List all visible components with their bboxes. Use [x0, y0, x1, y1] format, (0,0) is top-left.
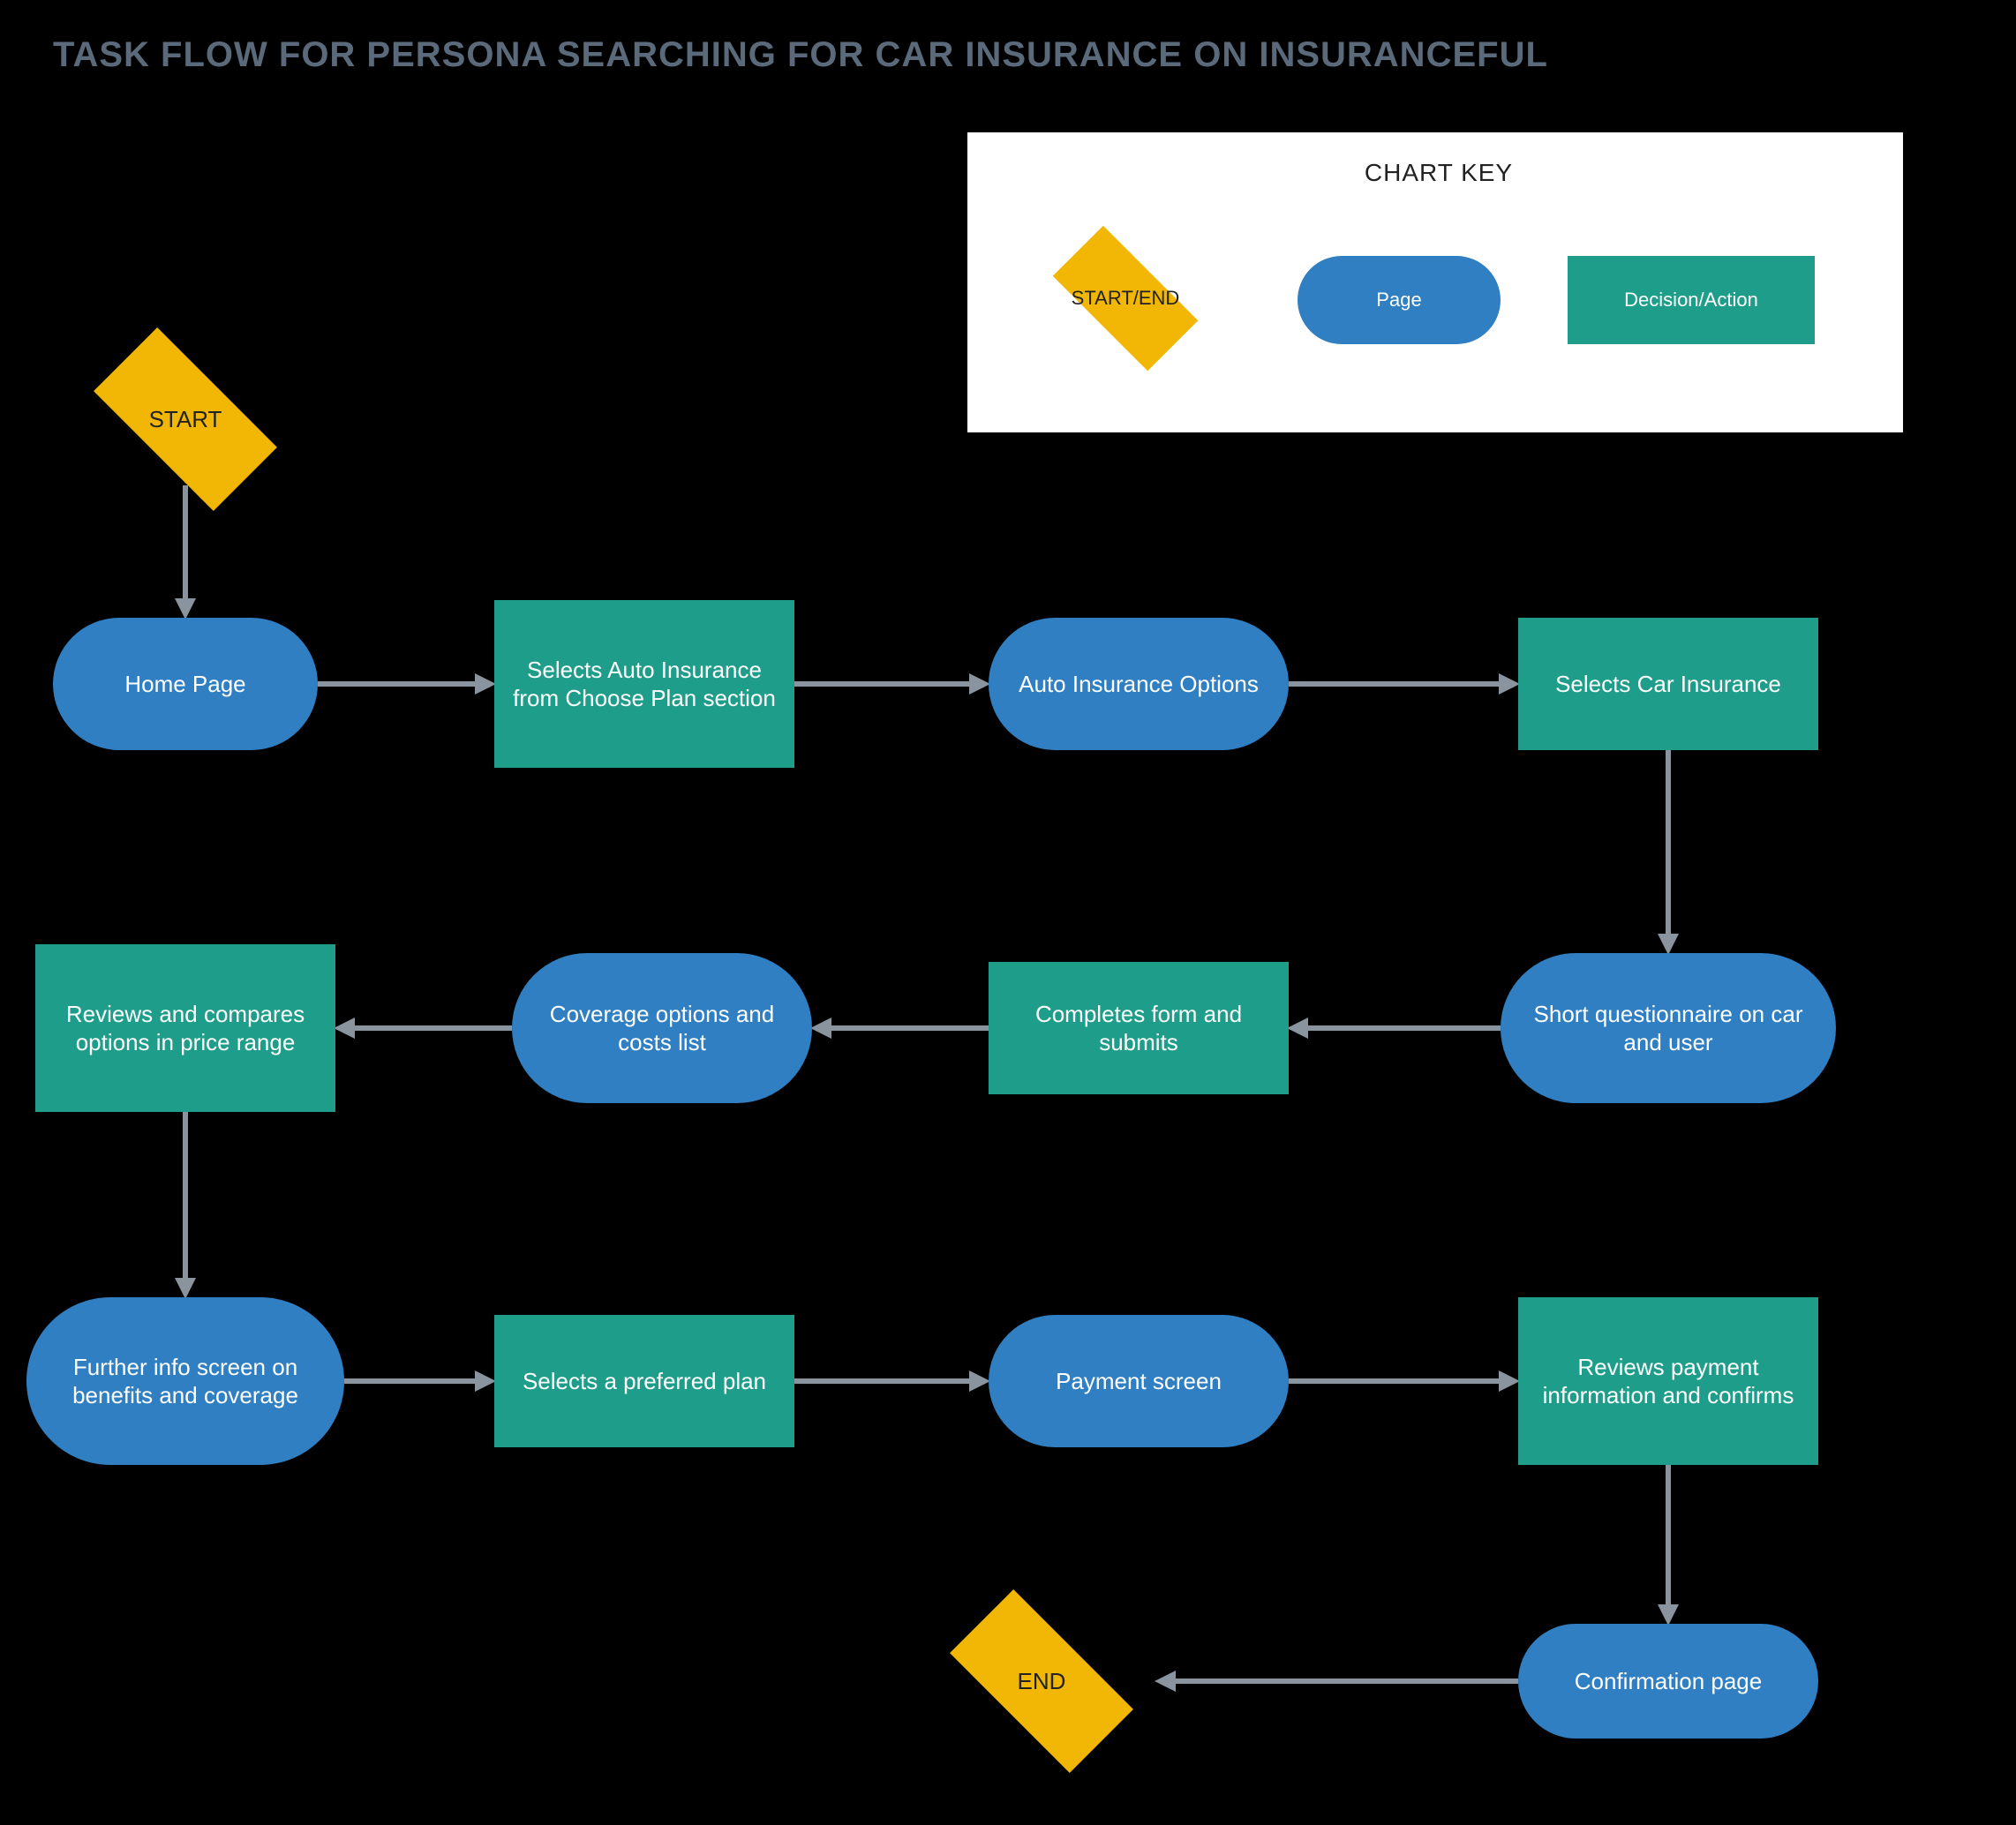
node-home: Home Page [53, 618, 318, 750]
node-cov: Coverage options and costs list [512, 953, 812, 1103]
node-label-review: Reviews and compares options in price ra… [53, 1000, 318, 1057]
node-label-sel-auto: Selects Auto Insurance from Choose Plan … [512, 656, 777, 713]
node-info: Further info screen on benefits and cove… [26, 1297, 344, 1465]
node-start: START [71, 344, 300, 494]
node-label-sel-plan: Selects a preferred plan [523, 1367, 766, 1396]
node-label-info: Further info screen on benefits and cove… [44, 1353, 327, 1410]
node-lg-page: Page [1298, 256, 1501, 344]
node-label-conf-page: Confirmation page [1575, 1667, 1762, 1696]
node-sel-car: Selects Car Insurance [1518, 618, 1818, 750]
node-label-start: START [71, 344, 300, 494]
node-confirm-pay: Reviews payment information and confirms [1518, 1297, 1818, 1465]
node-label-lg-page: Page [1376, 288, 1421, 312]
node-lg-start: START/END [1024, 245, 1227, 351]
node-form: Completes form and submits [989, 962, 1289, 1094]
node-review: Reviews and compares options in price ra… [35, 944, 335, 1112]
node-label-quest: Short questionnaire on car and user [1518, 1000, 1818, 1057]
node-sel-plan: Selects a preferred plan [494, 1315, 794, 1447]
node-lg-action: Decision/Action [1568, 256, 1815, 344]
node-label-home: Home Page [124, 670, 245, 699]
node-label-auto-opt: Auto Insurance Options [1019, 670, 1259, 699]
flowchart-canvas: TASK FLOW FOR PERSONA SEARCHING FOR CAR … [0, 0, 2016, 1825]
node-quest: Short questionnaire on car and user [1501, 953, 1836, 1103]
node-label-pay: Payment screen [1056, 1367, 1222, 1396]
node-label-confirm-pay: Reviews payment information and confirms [1536, 1353, 1801, 1410]
node-auto-opt: Auto Insurance Options [989, 618, 1289, 750]
node-label-cov: Coverage options and costs list [530, 1000, 794, 1057]
node-sel-auto: Selects Auto Insurance from Choose Plan … [494, 600, 794, 768]
legend-title: CHART KEY [1298, 159, 1580, 187]
node-conf-page: Confirmation page [1518, 1624, 1818, 1739]
node-label-end: END [927, 1606, 1156, 1756]
node-label-lg-action: Decision/Action [1624, 288, 1758, 312]
node-label-form: Completes form and submits [1006, 1000, 1271, 1057]
page-title: TASK FLOW FOR PERSONA SEARCHING FOR CAR … [53, 35, 1548, 75]
node-end: END [927, 1606, 1156, 1756]
node-label-sel-car: Selects Car Insurance [1555, 670, 1781, 699]
node-pay: Payment screen [989, 1315, 1289, 1447]
node-label-lg-start: START/END [1024, 245, 1227, 351]
